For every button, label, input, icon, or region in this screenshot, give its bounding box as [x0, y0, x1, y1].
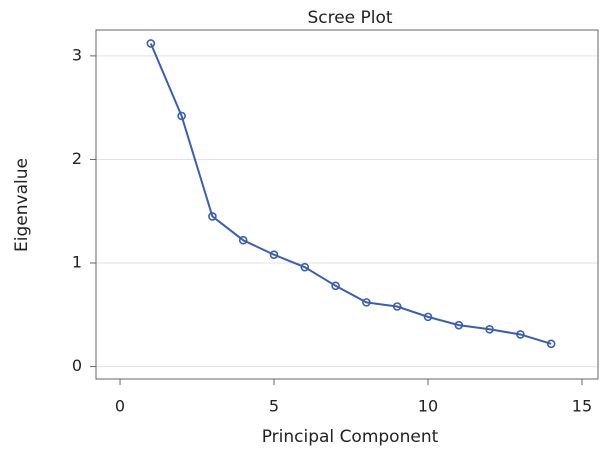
data-point: [177, 111, 186, 121]
data-point: [485, 324, 494, 334]
plot-frame: [95, 29, 599, 380]
chart-title: Scree Plot: [307, 8, 392, 28]
x-tick-label: 15: [572, 397, 592, 416]
data-point: [423, 312, 433, 322]
data-point: [362, 298, 371, 307]
y-tick-label: 1: [72, 253, 82, 272]
y-axis-label: Eigenvalue: [12, 158, 32, 252]
y-tick-label: 0: [72, 356, 82, 375]
x-tick-label: 5: [269, 397, 279, 416]
data-point: [454, 320, 464, 330]
data-point: [392, 302, 402, 311]
x-tick-label: 0: [115, 397, 125, 416]
data-line: [149, 43, 552, 345]
data-point: [546, 339, 556, 349]
y-tick-label: 2: [72, 149, 82, 168]
data-point: [146, 39, 156, 48]
data-point: [300, 262, 310, 272]
data-point: [238, 235, 248, 245]
y-tick-label: 3: [72, 45, 82, 64]
data-point: [269, 250, 279, 260]
data-point: [208, 212, 217, 221]
data-point: [516, 330, 525, 339]
x-tick-label: 10: [418, 397, 438, 416]
x-axis-label: Principal Component: [262, 427, 439, 447]
data-point: [331, 281, 340, 291]
